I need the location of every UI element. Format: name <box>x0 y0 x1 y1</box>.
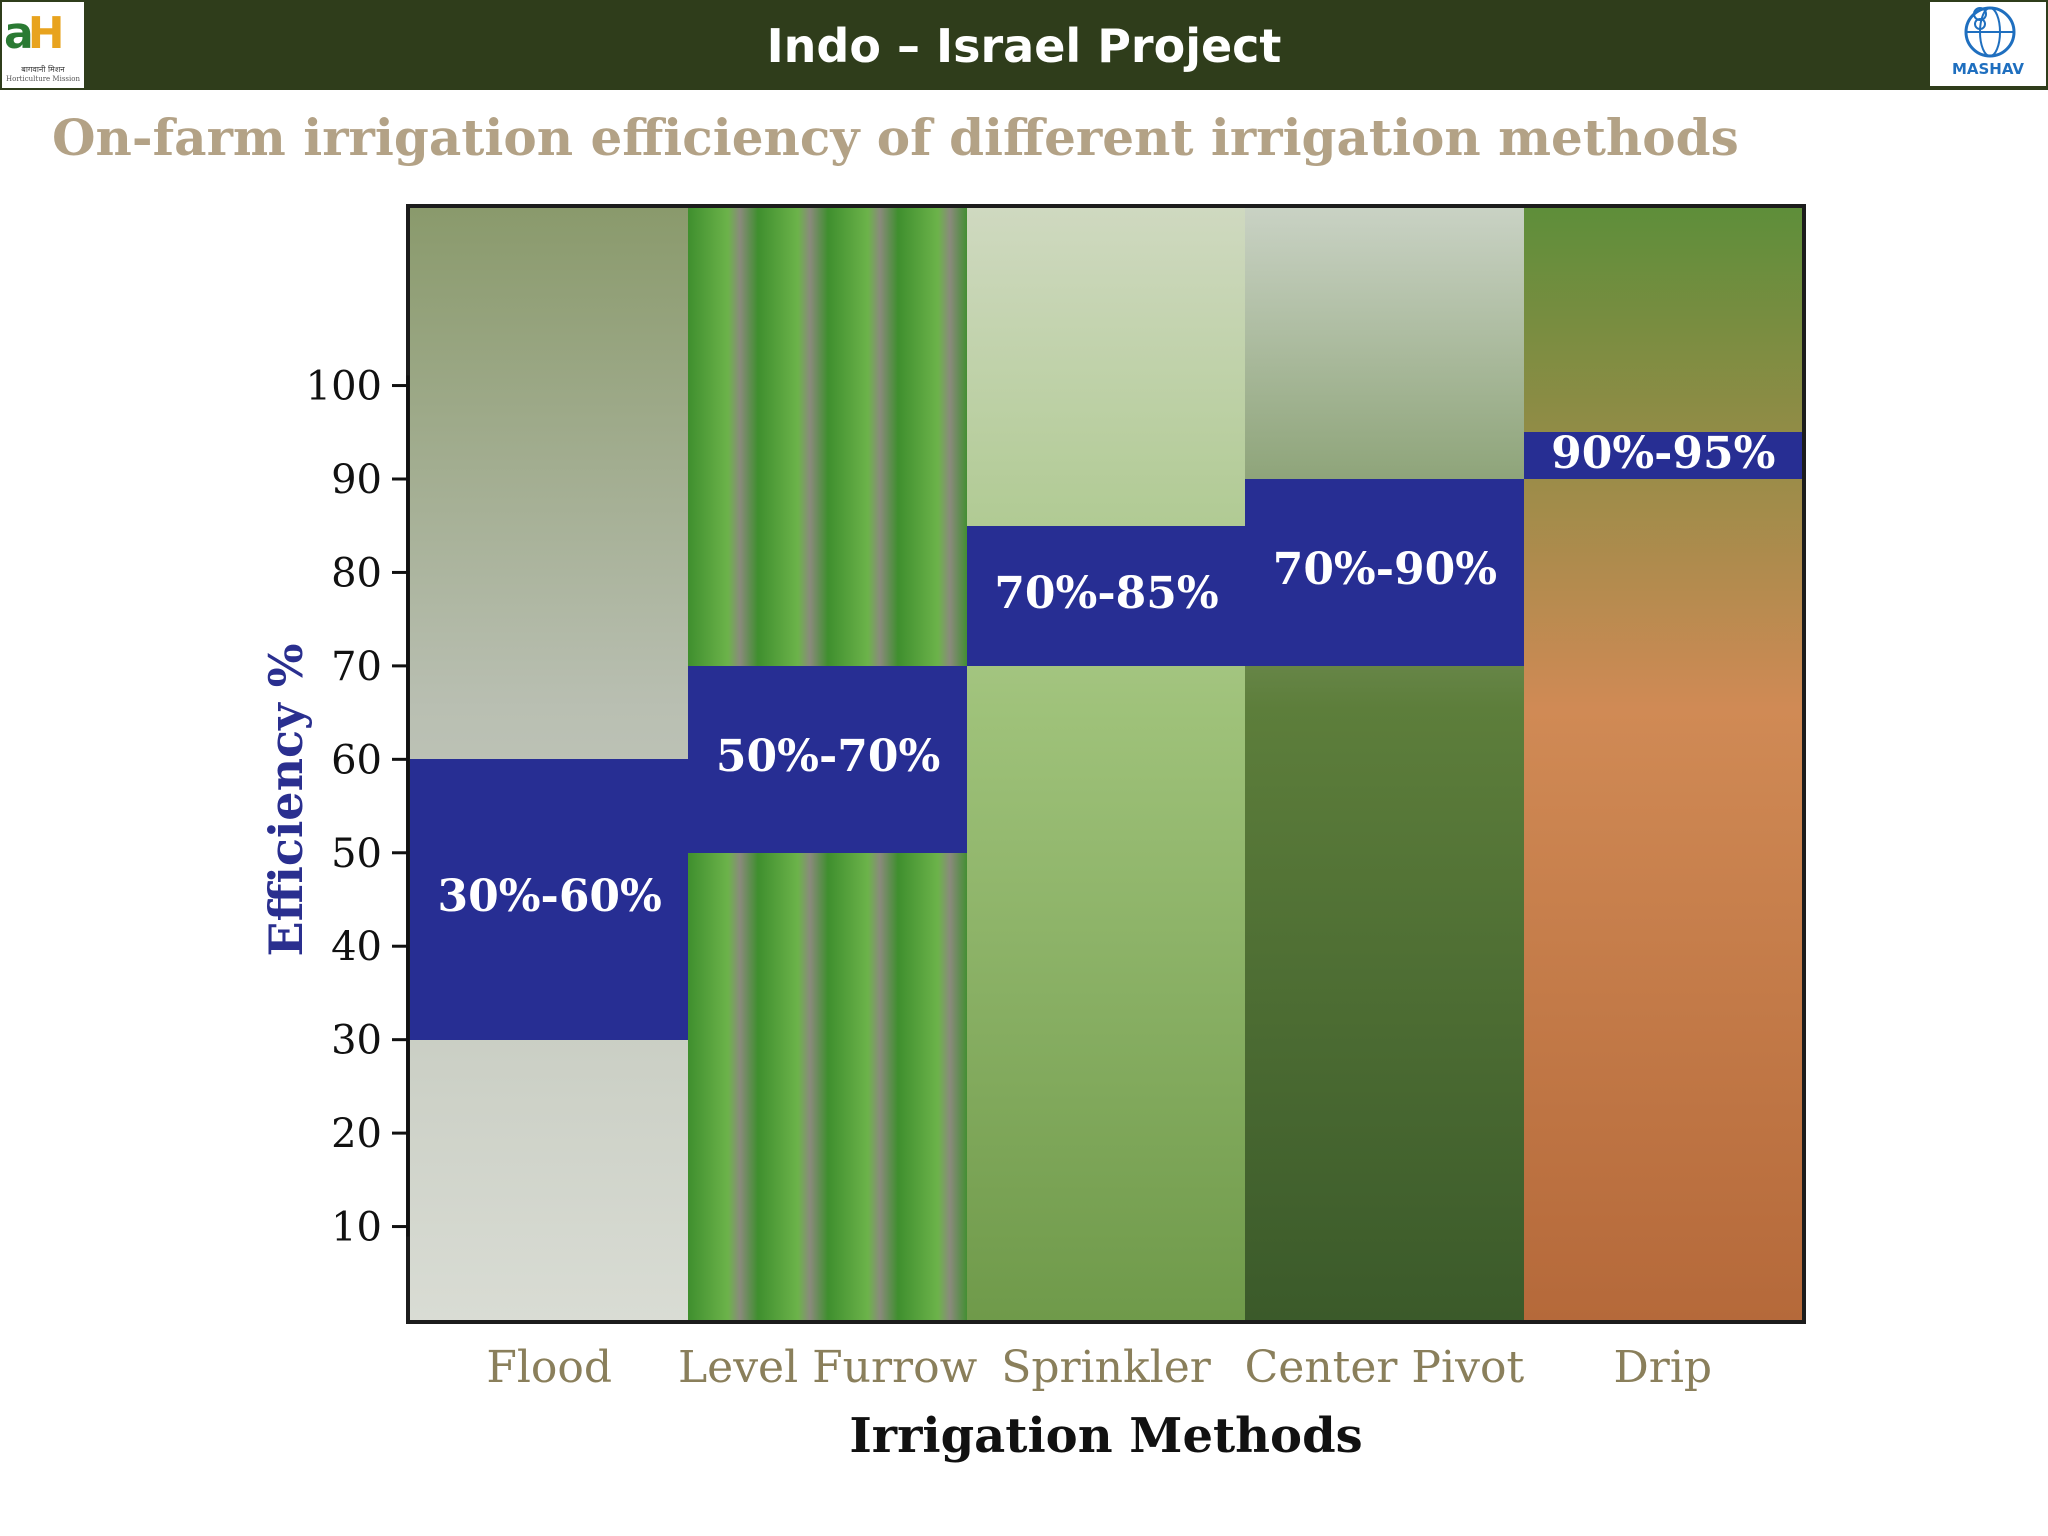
chart-column-center-pivot: 70%-90% <box>1245 208 1525 1320</box>
mashav-logo: MASHAV <box>1930 2 2046 86</box>
range-bar <box>688 665 968 853</box>
chart-column-drip: 90%-95% <box>1523 208 1802 1320</box>
range-bar <box>1245 478 1525 666</box>
chart-column-flood: 30%-60% <box>410 208 690 1320</box>
logo-caption-hindi: बागवानी मिशन <box>21 65 65 74</box>
y-tick-label: 10 <box>331 1205 382 1251</box>
horticulture-mission-logo: aH बागवानी मिशन Horticulture Mission <box>2 2 84 88</box>
mashav-text: MASHAV <box>1951 60 2025 78</box>
range-data-label: 70%-85% <box>994 567 1219 619</box>
range-bar <box>410 759 690 1040</box>
chart-column-level-furrow: 50%-70% <box>688 208 968 1320</box>
chart-subtitle: On-farm irrigation efficiency of differe… <box>52 108 1739 167</box>
y-tick-label: 40 <box>331 924 382 970</box>
logo-caption-english: Horticulture Mission <box>6 75 80 83</box>
range-bar <box>1523 432 1802 479</box>
chart-plot-area: 30%-60% 50%-70% 70%-85% 70%-90% 90%-95% <box>406 204 1806 1324</box>
ah-logo-icon: aH <box>4 8 64 59</box>
y-tick-label: 60 <box>331 737 382 783</box>
range-data-label: 70%-90% <box>1272 544 1498 596</box>
y-tick-label: 80 <box>331 550 382 596</box>
y-axis-title: Efficiency % <box>259 644 313 957</box>
page-title: Indo – Israel Project <box>766 19 1282 73</box>
x-category-label: Level Furrow <box>678 1342 978 1393</box>
range-data-label: 90%-95% <box>1551 427 1776 479</box>
header-bar <box>0 0 2048 90</box>
y-tick-label: 70 <box>331 644 382 690</box>
range-data-label: 50%-70% <box>715 731 941 783</box>
y-tick-label: 90 <box>331 457 382 503</box>
x-category-label: Sprinkler <box>1001 1342 1212 1393</box>
x-axis-title: Irrigation Methods <box>849 1408 1362 1464</box>
y-tick-label: 30 <box>331 1018 382 1064</box>
x-category-label: Drip <box>1614 1342 1713 1393</box>
globe-icon <box>1964 6 2016 58</box>
y-tick-label: 50 <box>331 831 382 877</box>
y-tick-label: 100 <box>306 364 382 410</box>
x-category-label: Flood <box>486 1342 612 1393</box>
range-data-label: 30%-60% <box>437 871 662 923</box>
x-category-label: Center Pivot <box>1245 1342 1525 1393</box>
chart-column-sprinkler: 70%-85% <box>966 208 1247 1320</box>
y-tick-label: 20 <box>331 1111 382 1157</box>
range-bar <box>966 525 1247 666</box>
